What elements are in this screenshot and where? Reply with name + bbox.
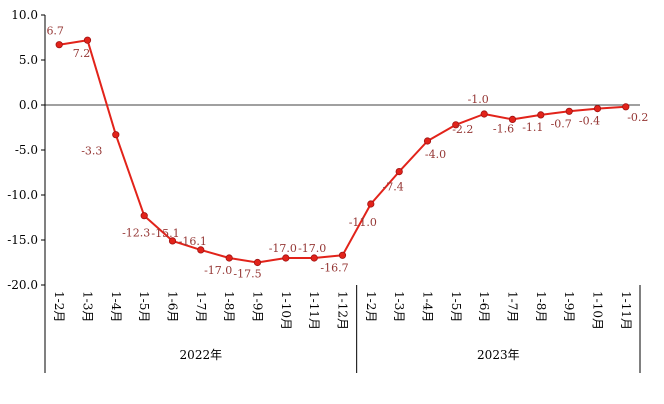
data-point-marker [282, 254, 290, 262]
x-category-label: 1-2月 [364, 291, 378, 322]
data-point-label: -15.1 [151, 227, 179, 240]
data-point-marker [622, 103, 630, 111]
data-point-label: -0.7 [551, 117, 572, 130]
y-tick-label: 5.0 [19, 53, 38, 67]
data-point-marker [395, 168, 403, 176]
data-point-marker [197, 246, 205, 254]
x-category-label: 1-3月 [81, 291, 95, 322]
x-category-label: 1-4月 [109, 291, 123, 322]
data-point-label: 6.7 [46, 25, 64, 38]
x-category-label: 1-8月 [222, 291, 236, 322]
data-point-marker [537, 111, 545, 119]
data-point-marker [253, 258, 262, 267]
data-point-label: -1.0 [468, 93, 489, 106]
data-point-marker [310, 254, 318, 262]
data-point-label: -0.4 [579, 115, 600, 128]
y-tick-label: -10.0 [7, 188, 38, 202]
data-point-label: -17.5 [233, 268, 261, 281]
x-category-label: 1-6月 [166, 291, 180, 322]
data-point-label: -0.2 [627, 111, 648, 124]
data-point-marker [565, 107, 573, 115]
x-category-label: 1-10月 [279, 291, 293, 330]
x-category-label: 1-9月 [562, 291, 576, 322]
data-point-label: -2.2 [452, 123, 473, 136]
data-point-label: -17.0 [298, 242, 326, 255]
data-point-label: -17.0 [269, 242, 297, 255]
data-point-label: -12.3 [122, 227, 150, 240]
x-category-label: 1-5月 [449, 291, 463, 322]
x-category-label: 1-3月 [392, 291, 406, 322]
x-category-label: 1-5月 [137, 291, 151, 322]
year-label: 2023年 [477, 348, 520, 362]
x-category-label: 1-11月 [619, 291, 633, 330]
data-point-label: -1.1 [522, 121, 543, 134]
data-point-label: -4.0 [425, 148, 446, 161]
data-point-marker [225, 254, 233, 262]
year-label: 2022年 [180, 348, 223, 362]
data-point-marker [508, 115, 517, 124]
y-tick-label: 0.0 [19, 98, 38, 112]
x-category-label: 1-7月 [194, 291, 208, 322]
x-category-label: 1-12月 [336, 291, 350, 330]
x-category-label: 1-6月 [477, 291, 491, 322]
data-point-label: -16.7 [320, 261, 348, 274]
data-point-marker [452, 121, 460, 129]
data-point-marker [367, 200, 375, 208]
data-point-marker [423, 137, 432, 145]
data-point-label: -16.1 [179, 235, 207, 248]
data-point-marker [55, 41, 63, 49]
data-point-label: -7.4 [383, 181, 404, 194]
data-point-label: -3.3 [81, 145, 102, 158]
data-point-label: -17.0 [204, 264, 232, 277]
y-tick-label: -15.0 [7, 233, 38, 247]
x-category-label: 1-7月 [506, 291, 520, 322]
y-tick-label: -20.0 [7, 278, 38, 292]
x-category-label: 1-10月 [591, 291, 605, 330]
data-point-marker [112, 131, 120, 139]
x-category-label: 1-9月 [251, 291, 265, 322]
y-tick-label: 10.0 [11, 8, 38, 22]
data-point-marker [83, 36, 92, 44]
x-category-label: 1-11月 [307, 291, 321, 330]
data-point-marker [168, 237, 177, 245]
data-point-marker [480, 110, 488, 118]
x-category-label: 1-4月 [421, 291, 435, 322]
data-point-label: -11.0 [349, 216, 377, 229]
data-point-marker [140, 212, 148, 220]
x-category-label: 1-2月 [52, 291, 66, 322]
data-point-marker [338, 251, 347, 259]
data-point-label: 7.2 [73, 47, 91, 60]
y-tick-label: -5.0 [15, 143, 38, 157]
data-point-marker [593, 105, 602, 113]
data-point-label: -1.6 [493, 122, 514, 135]
x-category-label: 1-8月 [534, 291, 548, 322]
